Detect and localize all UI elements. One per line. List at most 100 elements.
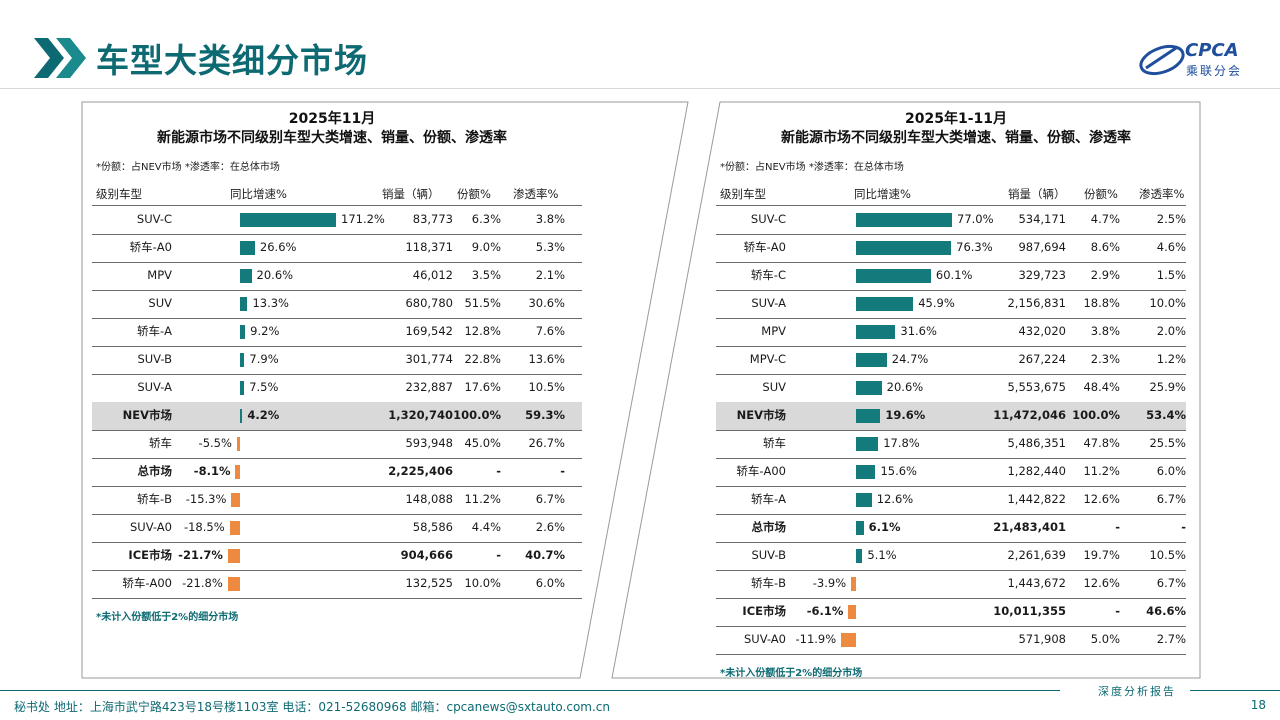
table-note: *份额：占NEV市场 *渗透率：在总体市场 bbox=[96, 162, 280, 173]
column-header: 同比增速% bbox=[854, 187, 911, 201]
table-row: SUV-A0 -11.9% 571,908 5.0% 2.7% bbox=[716, 626, 1186, 655]
growth-label: 24.7% bbox=[891, 352, 929, 366]
sales-value: 593,948 bbox=[405, 436, 453, 450]
growth-label: 17.8% bbox=[883, 436, 920, 450]
report-signature: 深度分析报告 bbox=[1098, 685, 1176, 698]
sales-value: 2,261,639 bbox=[1007, 548, 1066, 562]
growth-label: -18.5% bbox=[183, 520, 225, 534]
growth-label: -15.3% bbox=[185, 492, 227, 506]
penetration-value: 5.3% bbox=[535, 240, 565, 254]
table-row: 轿车-B -3.9% 1,443,672 12.6% 6.7% bbox=[716, 570, 1186, 599]
penetration-value: 40.7% bbox=[525, 548, 565, 562]
growth-bar bbox=[240, 241, 255, 255]
table-title-period: 2025年1-11月 bbox=[905, 111, 1007, 127]
table-row: SUV-A 7.5% 232,887 17.6% 10.5% bbox=[92, 374, 582, 403]
growth-label: 13.3% bbox=[252, 296, 289, 310]
table-title: 新能源市场不同级别车型大类增速、销量、份额、渗透率 bbox=[157, 130, 507, 146]
sales-value: 329,723 bbox=[1018, 268, 1066, 282]
row-label: SUV-A bbox=[751, 296, 786, 310]
sales-value: 1,442,822 bbox=[1007, 492, 1066, 506]
growth-bar bbox=[240, 381, 245, 395]
share-value: 2.3% bbox=[1090, 352, 1120, 366]
column-header: 渗透率% bbox=[1139, 187, 1185, 201]
growth-bar bbox=[240, 353, 245, 367]
sales-value: 132,525 bbox=[405, 576, 453, 590]
growth-label: 31.6% bbox=[900, 324, 937, 338]
growth-label: 7.9% bbox=[249, 352, 279, 366]
table-row: 轿车-A0 76.3% 987,694 8.6% 4.6% bbox=[716, 234, 1186, 263]
share-value: 4.7% bbox=[1090, 212, 1120, 226]
table-row: 轿车-A 9.2% 169,542 12.8% 7.6% bbox=[92, 318, 582, 347]
row-label: SUV-A0 bbox=[130, 520, 172, 534]
table-row: 轿车-A0 26.6% 118,371 9.0% 5.3% bbox=[92, 234, 582, 263]
table-row: 轿车-A00 -21.8% 132,525 10.0% 6.0% bbox=[92, 570, 582, 599]
share-value: 4.4% bbox=[471, 520, 501, 534]
row-label: ICE市场 bbox=[742, 604, 786, 618]
sales-value: 11,472,046 bbox=[993, 408, 1066, 422]
growth-label: 9.2% bbox=[250, 324, 280, 338]
growth-bar bbox=[231, 493, 240, 507]
sales-value: 1,320,740 bbox=[388, 408, 453, 422]
share-value: - bbox=[1115, 520, 1120, 534]
share-value: 18.8% bbox=[1083, 296, 1120, 310]
growth-label: -5.5% bbox=[198, 436, 232, 450]
penetration-value: 3.8% bbox=[535, 212, 565, 226]
penetration-value: 1.5% bbox=[1156, 268, 1186, 282]
growth-label: -8.1% bbox=[193, 464, 231, 478]
growth-bar bbox=[856, 465, 876, 479]
table-row: SUV 20.6% 5,553,675 48.4% 25.9% bbox=[716, 374, 1186, 403]
growth-label: -3.9% bbox=[812, 576, 847, 590]
share-value: 45.0% bbox=[464, 436, 501, 450]
penetration-value: - bbox=[1181, 520, 1186, 534]
growth-label: 60.1% bbox=[935, 268, 973, 282]
double-chevron-icon bbox=[34, 38, 86, 78]
logo-text: CPCA bbox=[1185, 40, 1239, 61]
penetration-value: 7.6% bbox=[535, 324, 565, 338]
share-value: 12.8% bbox=[464, 324, 501, 338]
row-label: SUV-B bbox=[137, 352, 172, 366]
growth-label: 6.1% bbox=[868, 520, 901, 534]
growth-bar bbox=[856, 549, 863, 563]
row-label: NEV市场 bbox=[122, 408, 172, 422]
share-value: 47.8% bbox=[1083, 436, 1120, 450]
table-footnote: *未计入份额低于2%的细分市场 bbox=[720, 668, 863, 679]
table-row: 总市场 6.1% 21,483,401 - - bbox=[716, 514, 1186, 543]
penetration-value: 10.0% bbox=[1149, 296, 1186, 310]
penetration-value: - bbox=[560, 464, 565, 478]
table-row: SUV-C 77.0% 534,171 4.7% 2.5% bbox=[716, 206, 1186, 235]
column-header: 销量（辆） bbox=[382, 187, 440, 201]
row-label: SUV-B bbox=[751, 548, 786, 562]
share-value: 12.6% bbox=[1083, 492, 1120, 506]
row-label: 轿车-A0 bbox=[129, 240, 172, 254]
growth-bar bbox=[856, 381, 882, 395]
growth-label: -21.7% bbox=[178, 548, 223, 562]
penetration-value: 59.3% bbox=[525, 408, 565, 422]
penetration-value: 2.6% bbox=[535, 520, 565, 534]
penetration-value: 25.9% bbox=[1149, 380, 1186, 394]
sales-value: 5,553,675 bbox=[1007, 380, 1066, 394]
penetration-value: 6.0% bbox=[535, 576, 565, 590]
sales-value: 58,586 bbox=[412, 520, 453, 534]
growth-bar bbox=[851, 577, 856, 591]
penetration-value: 6.7% bbox=[535, 492, 565, 506]
share-value: - bbox=[496, 548, 501, 562]
row-label: SUV bbox=[762, 380, 786, 394]
sales-value: 2,225,406 bbox=[388, 464, 453, 478]
row-label: MPV-C bbox=[749, 352, 786, 366]
table-row: 总市场 -8.1% 2,225,406 - - bbox=[92, 458, 582, 487]
share-value: 11.2% bbox=[1083, 464, 1120, 478]
growth-label: 76.3% bbox=[956, 240, 993, 254]
share-value: - bbox=[1115, 604, 1120, 618]
growth-bar bbox=[240, 269, 252, 283]
sales-value: 432,020 bbox=[1018, 324, 1066, 338]
sales-value: 1,443,672 bbox=[1007, 576, 1066, 590]
penetration-value: 26.7% bbox=[528, 436, 565, 450]
penetration-value: 6.7% bbox=[1156, 492, 1186, 506]
table-row: MPV 31.6% 432,020 3.8% 2.0% bbox=[716, 318, 1186, 347]
sales-value: 118,371 bbox=[405, 240, 453, 254]
penetration-value: 2.0% bbox=[1156, 324, 1186, 338]
row-label: SUV bbox=[148, 296, 172, 310]
row-label: SUV-A0 bbox=[744, 632, 786, 646]
share-value: 6.3% bbox=[471, 212, 501, 226]
row-label: MPV bbox=[147, 268, 172, 282]
